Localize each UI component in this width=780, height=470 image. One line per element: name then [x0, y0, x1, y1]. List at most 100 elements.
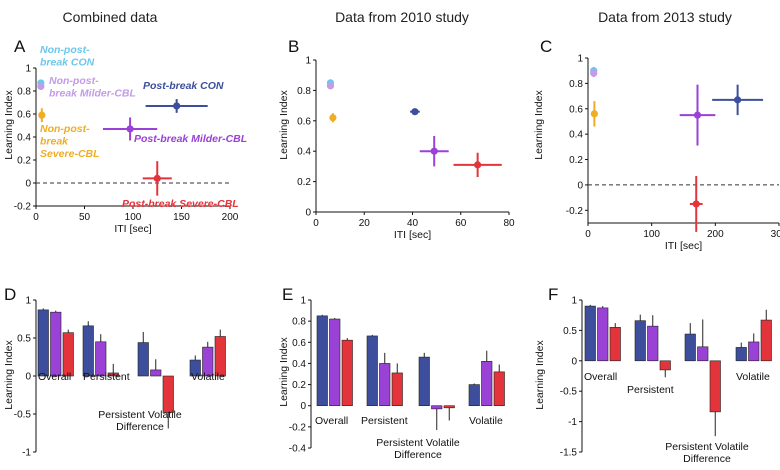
bar-persistent-con [366, 335, 378, 407]
bar-persistent-volatile-difference-con [137, 342, 149, 377]
y-tick-label: -0.4 [289, 444, 307, 455]
column-title-2010: Data from 2010 study [335, 9, 469, 25]
bar-overall-con [584, 305, 596, 362]
x-tick-label: 20 [359, 218, 371, 229]
bar-volatile-con [735, 347, 747, 362]
y-axis-label: Learning Index [278, 337, 290, 407]
panel-d: D -1 -0.5 0 0.5 1 Learning Index Overall Persist… [3, 285, 226, 459]
category-label-line: Persistent Volatile [376, 437, 460, 449]
y-tick-label: 0.4 [292, 359, 306, 370]
x-tick-label: 100 [643, 229, 660, 240]
bar-persistent-severe [391, 372, 403, 407]
y-tick-label: 0.2 [569, 155, 583, 166]
y-tick-label: 0.4 [297, 147, 311, 158]
x-axis-label: ITI [sec] [114, 223, 151, 235]
panel-letter: E [282, 285, 293, 304]
annotation-post-break-severe-cbl: Post-break Severe-CBL [122, 198, 239, 210]
y-tick-label: 1 [305, 56, 311, 67]
point-post-break-severe-cbl [692, 200, 700, 208]
category-label-persistent: Persistent [361, 415, 408, 427]
bar-overall-con [316, 315, 328, 407]
y-tick-label: 0.8 [17, 87, 31, 98]
point-post-break-severe-cbl [153, 174, 161, 182]
bar-persistent-volatile-difference-severe [443, 405, 455, 409]
category-label-persistent-volatile-difference: Persistent Volatile Difference [98, 409, 182, 433]
annotation-line: Non-post- [49, 75, 99, 87]
x-tick-label: 100 [125, 212, 142, 223]
y-tick-label: -1 [22, 448, 31, 459]
annotation-line: Severe-CBL [40, 148, 100, 160]
annotation-line: break Milder-CBL [49, 88, 136, 100]
category-label-volatile: Volatile [736, 371, 770, 383]
y-tick-label: -0.2 [289, 422, 307, 433]
annotation-line: Post-break Milder-CBL [134, 133, 247, 145]
y-tick-label: 0 [305, 208, 311, 219]
column-title-combined: Combined data [63, 9, 158, 25]
category-label-line: Difference [683, 453, 731, 465]
y-tick-label: 0.8 [569, 79, 583, 90]
category-label-line: Persistent Volatile [665, 441, 749, 453]
x-tick-label: 0 [585, 229, 591, 240]
y-tick-label: 0.2 [292, 380, 306, 391]
y-tick-label: 0.4 [569, 130, 583, 141]
point-post-break-milder-cbl [693, 111, 702, 119]
point-non-post-break-severe-cbl [590, 110, 598, 118]
point-post-break-milder-cbl [430, 147, 438, 155]
y-tick-label: 0.4 [17, 133, 31, 144]
bar-overall-severe [341, 339, 353, 407]
bar-overall-milder [50, 311, 62, 377]
panel-b: B 0 0.2 0.4 0.6 0.8 1 Learning Index 0 20 40 60 80 IT… [278, 37, 515, 241]
x-tick-label: 150 [173, 212, 190, 223]
panel-letter: C [540, 37, 552, 56]
annotation-line: Post-break CON [143, 80, 224, 92]
category-label-line: Difference [116, 421, 164, 433]
category-label-volatile: Volatile [469, 415, 503, 427]
annotation-line: Non-post- [40, 123, 90, 135]
category-label-persistent: Persistent [627, 384, 674, 396]
x-tick-label: 80 [503, 218, 515, 229]
annotation-line: break [40, 136, 69, 148]
y-tick-label: -0.5 [14, 410, 32, 421]
category-label-volatile: Volatile [191, 371, 225, 383]
y-tick-label: 1 [577, 54, 583, 65]
category-label-overall: Overall [584, 371, 617, 383]
y-tick-label: 0.8 [292, 317, 306, 328]
y-tick-label: 0.6 [17, 110, 31, 121]
bar-persistent-milder [379, 363, 391, 407]
column-title-2013: Data from 2013 study [598, 9, 732, 25]
x-tick-label: 0 [313, 218, 319, 229]
y-axis-label: Learning Index [534, 340, 546, 410]
bar-persistent-volatile-difference-severe [162, 375, 174, 413]
category-label-persistent-volatile-difference: Persistent Volatile Difference [665, 441, 749, 465]
bar-persistent-con [82, 325, 94, 377]
y-tick-label: 0.5 [17, 334, 31, 345]
y-tick-label: 0 [25, 179, 31, 190]
y-axis-label: Learning Index [3, 90, 15, 160]
bar-overall-milder [597, 307, 609, 362]
category-label-persistent-volatile-difference: Persistent Volatile Difference [376, 437, 460, 461]
y-tick-label: 0.8 [297, 86, 311, 97]
x-tick-label: 40 [407, 218, 419, 229]
annotation-line: Post-break Severe-CBL [122, 198, 239, 210]
x-tick-label: 0 [33, 212, 39, 223]
bar-persistent-volatile-difference-con [684, 333, 696, 362]
bar-overall-milder [329, 318, 341, 407]
y-tick-label: 0.2 [17, 156, 31, 167]
y-tick-label: 0.6 [297, 116, 311, 127]
y-tick-label: 0 [25, 372, 31, 383]
y-tick-label: -1.5 [560, 448, 578, 459]
y-tick-label: 0 [300, 401, 306, 412]
point-non-post-break-severe-cbl [329, 114, 337, 122]
bar-persistent-milder [647, 325, 659, 362]
point-post-break-con [173, 102, 181, 110]
panel-letter: A [14, 37, 26, 56]
bar-overall-severe [62, 332, 74, 377]
point-non-post-break-milder-cbl [590, 69, 598, 77]
bar-persistent-volatile-difference-severe [709, 360, 721, 413]
y-tick-label: 0 [571, 356, 577, 367]
y-tick-label: -0.2 [14, 202, 32, 213]
bar-volatile-milder [748, 341, 760, 362]
panel-c: C -0.2 0 0.2 0.4 0.6 0.8 1 Learning Index 0 100 200… [533, 37, 780, 252]
x-tick-label: 50 [79, 212, 91, 223]
